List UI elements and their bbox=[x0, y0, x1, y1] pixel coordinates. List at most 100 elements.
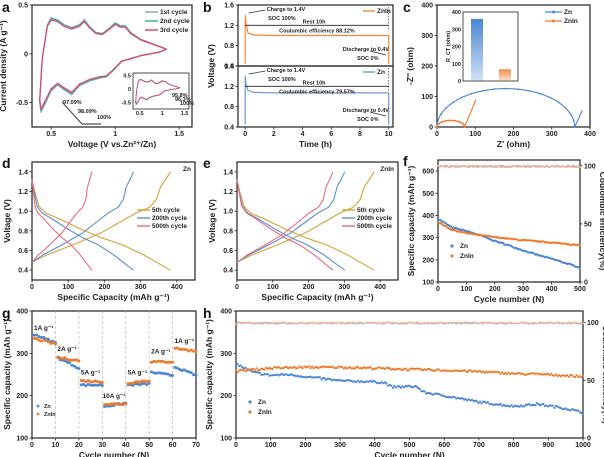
x-tick-label: 400 bbox=[584, 131, 596, 138]
rate-point bbox=[131, 381, 135, 385]
x-tick-label: 100 bbox=[267, 284, 279, 291]
rate-point bbox=[117, 403, 121, 407]
x-tick-label: 10 bbox=[385, 131, 393, 138]
x-axis-label: Cycle number (N) bbox=[374, 450, 445, 457]
ce-point bbox=[516, 166, 519, 168]
nyquist-point bbox=[452, 101, 455, 104]
capacity-point bbox=[287, 374, 290, 377]
capacity-point bbox=[439, 393, 442, 396]
x-tick-label: 300 bbox=[135, 284, 147, 291]
coulombic-efficiency-label: Coulumbic efficiency 88.12% bbox=[279, 28, 355, 34]
ce-point bbox=[282, 321, 285, 324]
capacity-point bbox=[366, 366, 369, 369]
capacity-point bbox=[258, 371, 261, 374]
capacity-point bbox=[398, 385, 401, 388]
rate-point bbox=[37, 338, 41, 342]
x-tick-label: 40 bbox=[122, 442, 130, 449]
capacity-point bbox=[393, 384, 396, 388]
capacity-point bbox=[442, 369, 445, 372]
rate-point bbox=[128, 381, 132, 385]
ce-point bbox=[298, 321, 301, 324]
capacity-point bbox=[499, 402, 502, 406]
capacity-point bbox=[502, 403, 505, 406]
ce-point bbox=[423, 321, 426, 324]
capacity-point bbox=[518, 405, 521, 408]
inset-bar-zn bbox=[471, 18, 483, 81]
capacity-point bbox=[315, 365, 318, 369]
rate-point bbox=[84, 384, 88, 388]
nyquist-point bbox=[573, 126, 576, 128]
capacity-point bbox=[504, 371, 507, 375]
rate-point bbox=[84, 380, 88, 384]
rate-point bbox=[168, 360, 172, 364]
x-tick-label: 400 bbox=[546, 286, 558, 293]
charge-label: Charge to 1.4V bbox=[267, 68, 306, 74]
x-tick-label: 300 bbox=[517, 286, 529, 293]
discharge-curve bbox=[236, 179, 375, 271]
capacity-point bbox=[244, 366, 247, 369]
y-tick-label: 400 bbox=[422, 213, 434, 220]
panel-label-h: h bbox=[203, 305, 212, 321]
ce-point bbox=[480, 164, 482, 167]
capacity-point bbox=[341, 365, 344, 369]
nyquist-point bbox=[456, 120, 459, 123]
ce-point bbox=[444, 322, 447, 325]
retention-label: 100% bbox=[97, 115, 111, 121]
capacity-point bbox=[502, 372, 505, 376]
rate-point bbox=[103, 403, 107, 407]
capacity-point bbox=[252, 367, 255, 370]
capacity-point bbox=[464, 398, 467, 401]
capacity-point bbox=[453, 369, 456, 372]
rate-point bbox=[145, 379, 149, 383]
rate-point bbox=[142, 379, 146, 383]
capacity-point bbox=[284, 366, 287, 369]
capacity-point bbox=[548, 374, 551, 377]
ce-point bbox=[472, 164, 475, 167]
ce-point bbox=[553, 322, 556, 325]
capacity-point bbox=[459, 369, 463, 372]
y2-tick-label: 100 bbox=[584, 163, 596, 170]
rate-point bbox=[114, 402, 118, 406]
nyquist-znin bbox=[436, 99, 477, 128]
ce-point bbox=[500, 164, 503, 167]
capacity-point bbox=[272, 374, 276, 377]
inset-cv-curve bbox=[135, 79, 181, 105]
capacity-point bbox=[272, 366, 276, 369]
soc-100-label: SOC 100% bbox=[268, 16, 296, 22]
capacity-point bbox=[550, 404, 553, 407]
ce-point bbox=[493, 322, 496, 325]
cv-curve-3 bbox=[39, 19, 167, 110]
capacity-point bbox=[239, 364, 242, 367]
legend-label: 5th cycle bbox=[152, 207, 180, 214]
ce-point bbox=[319, 321, 321, 324]
ce-point bbox=[528, 322, 531, 324]
capacity-point bbox=[510, 404, 513, 407]
legend-label: Zn bbox=[460, 243, 468, 250]
ce-point bbox=[438, 165, 441, 168]
y2-tick-label: 100 bbox=[587, 320, 599, 327]
ce-point bbox=[426, 322, 429, 325]
ce-point bbox=[478, 165, 481, 167]
x-tick-label: 300 bbox=[334, 442, 346, 449]
y-axis-label: Voltage (V) bbox=[206, 44, 216, 88]
nyquist-point bbox=[458, 121, 461, 123]
capacity-point bbox=[325, 365, 328, 369]
ce-point bbox=[450, 166, 452, 169]
legend-label: 3rd cycle bbox=[160, 27, 189, 34]
rate-point bbox=[189, 371, 193, 375]
capacity-point bbox=[581, 412, 585, 415]
nyquist-point bbox=[437, 119, 439, 122]
ce-point bbox=[444, 165, 447, 168]
ce-point bbox=[279, 322, 282, 324]
nyquist-point bbox=[460, 96, 463, 99]
ce-point bbox=[474, 164, 477, 167]
ce-point bbox=[312, 322, 315, 325]
panel-label-g: g bbox=[2, 305, 11, 321]
capacity-point bbox=[380, 367, 383, 370]
capacity-point bbox=[399, 368, 402, 371]
legend-marker bbox=[450, 254, 454, 258]
rate-point bbox=[110, 402, 114, 406]
capacity-point bbox=[307, 375, 310, 378]
ce-point bbox=[339, 322, 342, 325]
y-tick-label: 200 bbox=[421, 64, 433, 71]
